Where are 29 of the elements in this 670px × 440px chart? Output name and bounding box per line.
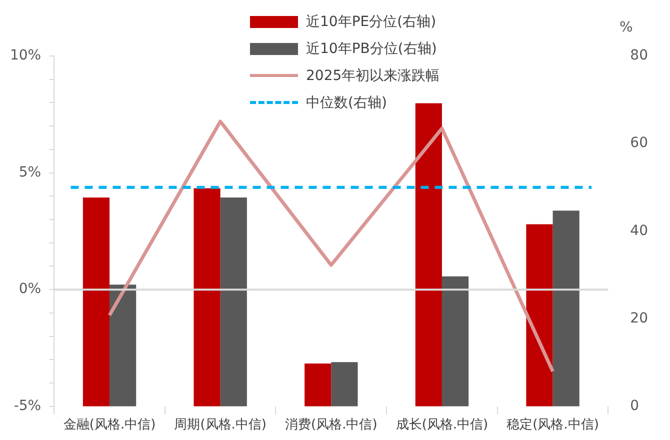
y2-tick-label: 80 <box>630 48 648 64</box>
legend-label: 2025年初以来涨跌幅 <box>306 66 440 84</box>
bar <box>110 284 136 406</box>
y-tick-label: 0% <box>18 281 42 298</box>
y-tick-label: 10% <box>10 48 42 64</box>
y-tick-label: -5% <box>14 398 42 414</box>
bar <box>194 188 220 406</box>
legend-label: 中位数(右轴) <box>306 94 387 112</box>
x-tick-label: 金融(风格.中信) <box>63 418 156 433</box>
bar <box>220 197 247 406</box>
y2-tick-label: 60 <box>630 135 648 152</box>
bar <box>82 197 110 406</box>
y2-tick-label: 20 <box>630 310 648 326</box>
y-tick-label: 5% <box>18 164 42 180</box>
bar <box>331 362 358 406</box>
bar <box>442 276 469 406</box>
y2-tick-label: 40 <box>630 222 648 239</box>
legend-label: 近10年PE分位(右轴) <box>306 12 436 30</box>
x-tick-label: 消费(风格.中信) <box>285 418 378 433</box>
x-tick-label: 成长(风格.中信) <box>396 418 488 433</box>
bar <box>415 103 442 406</box>
legend-label: 近10年PB分位(右轴) <box>306 40 437 58</box>
bar <box>552 210 580 406</box>
x-tick-label: 稳定(风格.中信) <box>506 418 599 433</box>
bar <box>304 363 332 406</box>
bar <box>526 224 553 406</box>
y2-axis-title: % <box>620 20 633 36</box>
y2-tick-label: 0 <box>630 398 640 414</box>
x-tick-label: 周期(风格.中信) <box>174 418 266 433</box>
